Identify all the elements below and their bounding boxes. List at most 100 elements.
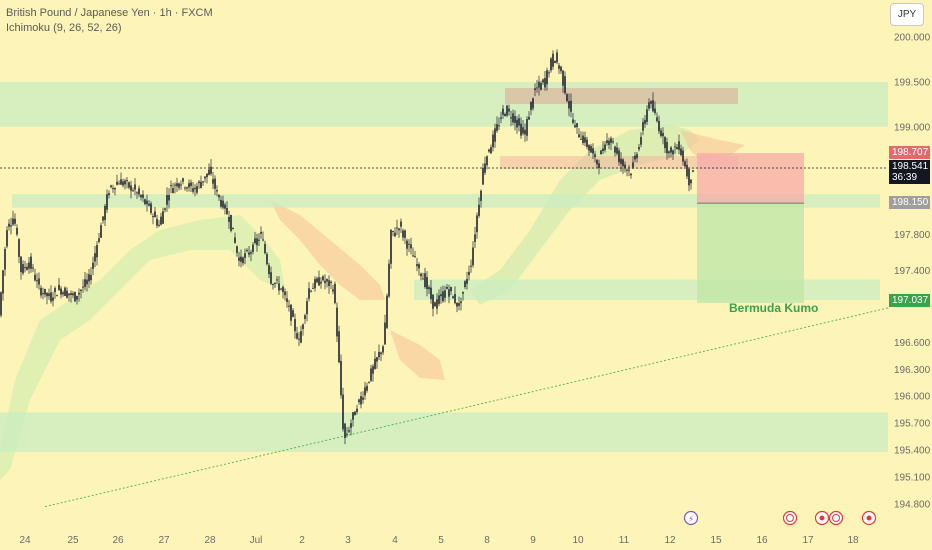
candle-body: [258, 239, 260, 241]
candle-body: [342, 394, 344, 430]
candle-body: [496, 124, 498, 131]
candle-body: [228, 216, 230, 222]
candle-body: [478, 204, 480, 216]
indicator-legend[interactable]: Ichimoku (9, 26, 52, 26): [6, 22, 122, 34]
flag-event-icon-1[interactable]: [782, 510, 798, 526]
candle-body: [682, 150, 684, 162]
candle-body: [204, 176, 206, 179]
candle-body: [608, 140, 610, 145]
candle-body: [554, 60, 556, 63]
candle-body: [196, 186, 198, 193]
candle-body: [70, 293, 72, 295]
candle-body: [6, 230, 8, 247]
candle-body: [34, 274, 36, 281]
candle-body: [610, 138, 612, 143]
stop-loss-price-tag: 198.707: [889, 146, 930, 159]
candle-body: [578, 134, 580, 138]
candle-body: [92, 262, 94, 269]
x-axis-tick-label: 18: [847, 535, 859, 546]
candle-body: [82, 286, 84, 288]
candle-body: [206, 173, 208, 178]
candle-body: [132, 190, 134, 192]
take-profit-area[interactable]: [697, 203, 804, 304]
candle-body: [288, 305, 290, 307]
candle-body: [38, 278, 40, 285]
candle-body: [290, 304, 292, 321]
candle-body: [190, 182, 192, 187]
candle-body: [432, 294, 434, 309]
y-axis[interactable]: 200.000 199.500 199.000 197.800 197.400 196.6…: [894, 33, 931, 511]
candle-body: [238, 257, 240, 261]
support-resistance-zone: [414, 279, 880, 301]
currency-button[interactable]: JPY: [890, 3, 924, 26]
candle-body: [66, 290, 68, 298]
candle-body: [572, 119, 574, 123]
candle-body: [172, 188, 174, 194]
flag-event-icon-2[interactable]: [828, 510, 844, 526]
candle-body: [256, 238, 258, 246]
candle-body: [606, 140, 608, 144]
candle-body: [454, 293, 456, 304]
position-tool[interactable]: [697, 153, 804, 304]
candle-body: [142, 194, 144, 198]
candle-body: [56, 295, 58, 297]
candle-body: [198, 181, 200, 184]
candle-body: [468, 271, 470, 276]
chart-title: British Pound / Japanese Yen · 1h · FXCM: [6, 7, 213, 19]
candle-body: [536, 87, 538, 89]
candle-body: [518, 118, 520, 126]
candle-body: [350, 423, 352, 428]
candle-body: [500, 117, 502, 119]
candle-body: [252, 244, 254, 252]
candle-body: [692, 170, 694, 172]
flag-event-icon-1-core: [786, 514, 794, 522]
candle-body: [562, 70, 564, 86]
candle-body: [512, 113, 514, 123]
y-axis-tick-label: 196.600: [894, 338, 931, 349]
candle-body: [282, 286, 284, 293]
candle-body: [236, 246, 238, 253]
candle-body: [300, 331, 302, 343]
candle-body: [638, 146, 640, 150]
candle-body: [634, 155, 636, 160]
lightning-event-icon[interactable]: [683, 510, 699, 526]
candle-body: [178, 183, 180, 188]
candle-body: [596, 159, 598, 165]
stop-loss-area[interactable]: [697, 153, 804, 204]
candle-body: [520, 123, 522, 136]
candle-body: [594, 154, 596, 158]
x-axis-tick-label: 25: [67, 535, 79, 546]
resistance-box: [505, 88, 738, 104]
candle-body: [30, 256, 32, 269]
candle-body: [674, 146, 676, 148]
candle-body: [118, 183, 120, 185]
y-axis-tick-label: 196.000: [894, 392, 931, 403]
x-axis[interactable]: 24 25 26 27 28 Jul 2 3 4 5 8 9 10 11 12 15 16 17 18: [19, 535, 859, 546]
candle-body: [420, 273, 422, 277]
candle-body: [380, 352, 382, 355]
candle-body: [216, 190, 218, 192]
candle-body: [476, 215, 478, 233]
candle-body: [428, 287, 430, 290]
candle-body: [276, 279, 278, 281]
candle-body: [680, 148, 682, 156]
candle-body: [294, 319, 296, 332]
candle-body: [244, 253, 246, 258]
candle-body: [308, 288, 310, 299]
candle-body: [482, 168, 484, 185]
candle-body: [230, 214, 232, 231]
candle-body: [514, 116, 516, 123]
candle-body: [654, 108, 656, 113]
candle-body: [372, 366, 374, 374]
candle-body: [524, 129, 526, 135]
candle-body: [560, 66, 562, 72]
candle-body: [460, 301, 462, 304]
candle-body: [440, 294, 442, 297]
candle-body: [384, 322, 386, 345]
candle-body: [24, 267, 26, 269]
candle-body: [302, 324, 304, 330]
candle-body: [662, 133, 664, 137]
event-markers[interactable]: ⚡: [683, 510, 877, 526]
candle-body: [592, 148, 594, 154]
